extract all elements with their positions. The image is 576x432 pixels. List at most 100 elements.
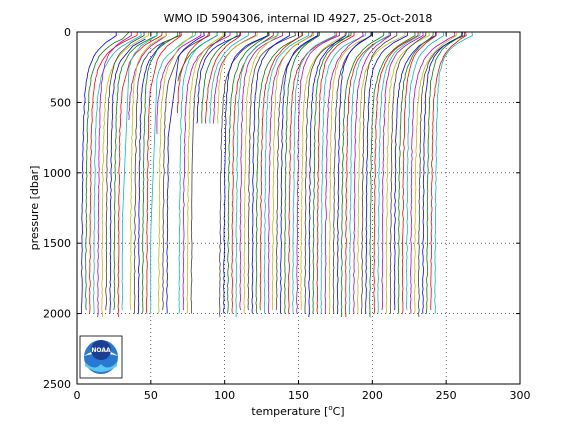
profile-line	[413, 31, 457, 314]
profile-line	[409, 31, 456, 314]
profile-line	[353, 31, 392, 314]
profile-line	[247, 31, 296, 311]
y-ticks: 0 500 1000 1500 2000 2500	[43, 26, 520, 391]
profile-line	[129, 31, 167, 311]
profile-line	[109, 38, 146, 314]
profile-line	[162, 31, 211, 311]
profile-line	[105, 31, 145, 311]
profile-line	[271, 32, 315, 311]
profile-line	[365, 31, 408, 314]
x-tick-label: 0	[74, 389, 81, 402]
profile-line	[178, 31, 218, 314]
x-tick-label: 300	[510, 389, 531, 402]
profile-line	[177, 31, 209, 114]
profile-line	[267, 31, 313, 314]
profile-line	[133, 31, 181, 314]
profile-line	[149, 31, 196, 314]
profile-line	[201, 31, 238, 124]
y-axis-label: pressure [dbar]	[28, 166, 41, 251]
x-tick-label: 150	[288, 389, 309, 402]
profile-line	[239, 32, 284, 311]
x-tick-label: 50	[144, 389, 158, 402]
y-tick-label: 1500	[43, 237, 71, 250]
profile-line	[113, 31, 158, 311]
profile-line	[357, 31, 406, 314]
profile-line	[279, 31, 319, 314]
profile-line	[85, 31, 130, 311]
profile-line	[328, 31, 372, 314]
profile-line	[320, 31, 366, 314]
profile-line	[389, 32, 427, 314]
profile-line	[182, 31, 231, 311]
profile-line	[223, 31, 270, 314]
profile-line	[373, 31, 419, 314]
x-axis-label-suffix: C]	[333, 405, 345, 418]
profile-line	[401, 32, 437, 314]
profile-line	[316, 31, 355, 314]
profile-line	[145, 31, 182, 314]
profile-line	[312, 31, 350, 314]
profile-line	[141, 31, 179, 314]
profile-line	[80, 31, 117, 314]
profile-line	[190, 31, 226, 314]
profiles	[80, 31, 473, 318]
profile-line	[283, 31, 320, 314]
profile-line	[186, 31, 224, 314]
profile-line	[89, 31, 138, 314]
profile-line	[369, 31, 416, 318]
profile-line	[216, 31, 258, 124]
profile-line	[263, 31, 310, 314]
profile-line	[397, 31, 434, 314]
profile-line	[158, 31, 194, 314]
profile-line	[275, 31, 319, 311]
profile-line	[377, 31, 421, 314]
profile-line	[196, 31, 241, 124]
profile-line	[97, 31, 132, 318]
profile-line	[344, 31, 391, 318]
profile-line	[93, 31, 142, 314]
profile-line	[101, 32, 149, 318]
profile-line	[243, 31, 279, 314]
x-tick-label: 100	[214, 389, 235, 402]
y-tick-label: 0	[64, 26, 71, 39]
profile-line	[259, 31, 303, 311]
profile-line	[393, 31, 437, 311]
profile-line	[209, 31, 249, 124]
x-axis-label: temperature [oC]	[251, 404, 344, 418]
profile-line	[235, 31, 278, 318]
profile-line	[417, 31, 466, 318]
x-ticks: 0 50 100 150 200 250 300	[74, 32, 531, 402]
profile-line	[204, 31, 241, 124]
profile-line	[426, 32, 462, 314]
profile-line	[292, 31, 336, 314]
chart-title: WMO ID 5904306, internal ID 4927, 25-Oct…	[164, 12, 433, 25]
profile-line	[422, 31, 463, 314]
profile-line	[231, 32, 274, 314]
profile-line	[296, 31, 340, 314]
noaa-logo: NOAA	[79, 335, 123, 379]
profile-line	[227, 32, 269, 314]
profile-line	[121, 31, 158, 311]
profile-line	[137, 42, 165, 314]
y-tick-label: 2000	[43, 308, 71, 321]
profile-line	[336, 31, 373, 314]
profile-line	[434, 31, 473, 314]
profile-line	[117, 31, 163, 318]
y-tick-label: 1000	[43, 167, 71, 180]
profile-line	[361, 32, 398, 314]
x-tick-label: 200	[362, 389, 383, 402]
x-axis-label-prefix: temperature [	[251, 405, 328, 418]
profile-line	[251, 31, 291, 314]
y-tick-label: 500	[50, 96, 71, 109]
profile-line	[381, 31, 424, 311]
profile-line	[255, 32, 303, 314]
x-tick-label: 250	[436, 389, 457, 402]
logo-wave	[85, 362, 117, 372]
profile-line	[348, 31, 390, 314]
y-tick-label: 2500	[43, 378, 71, 391]
profile-line	[128, 31, 167, 121]
logo-badge	[91, 340, 111, 360]
profile-line	[308, 31, 347, 318]
profile-line	[300, 31, 346, 311]
